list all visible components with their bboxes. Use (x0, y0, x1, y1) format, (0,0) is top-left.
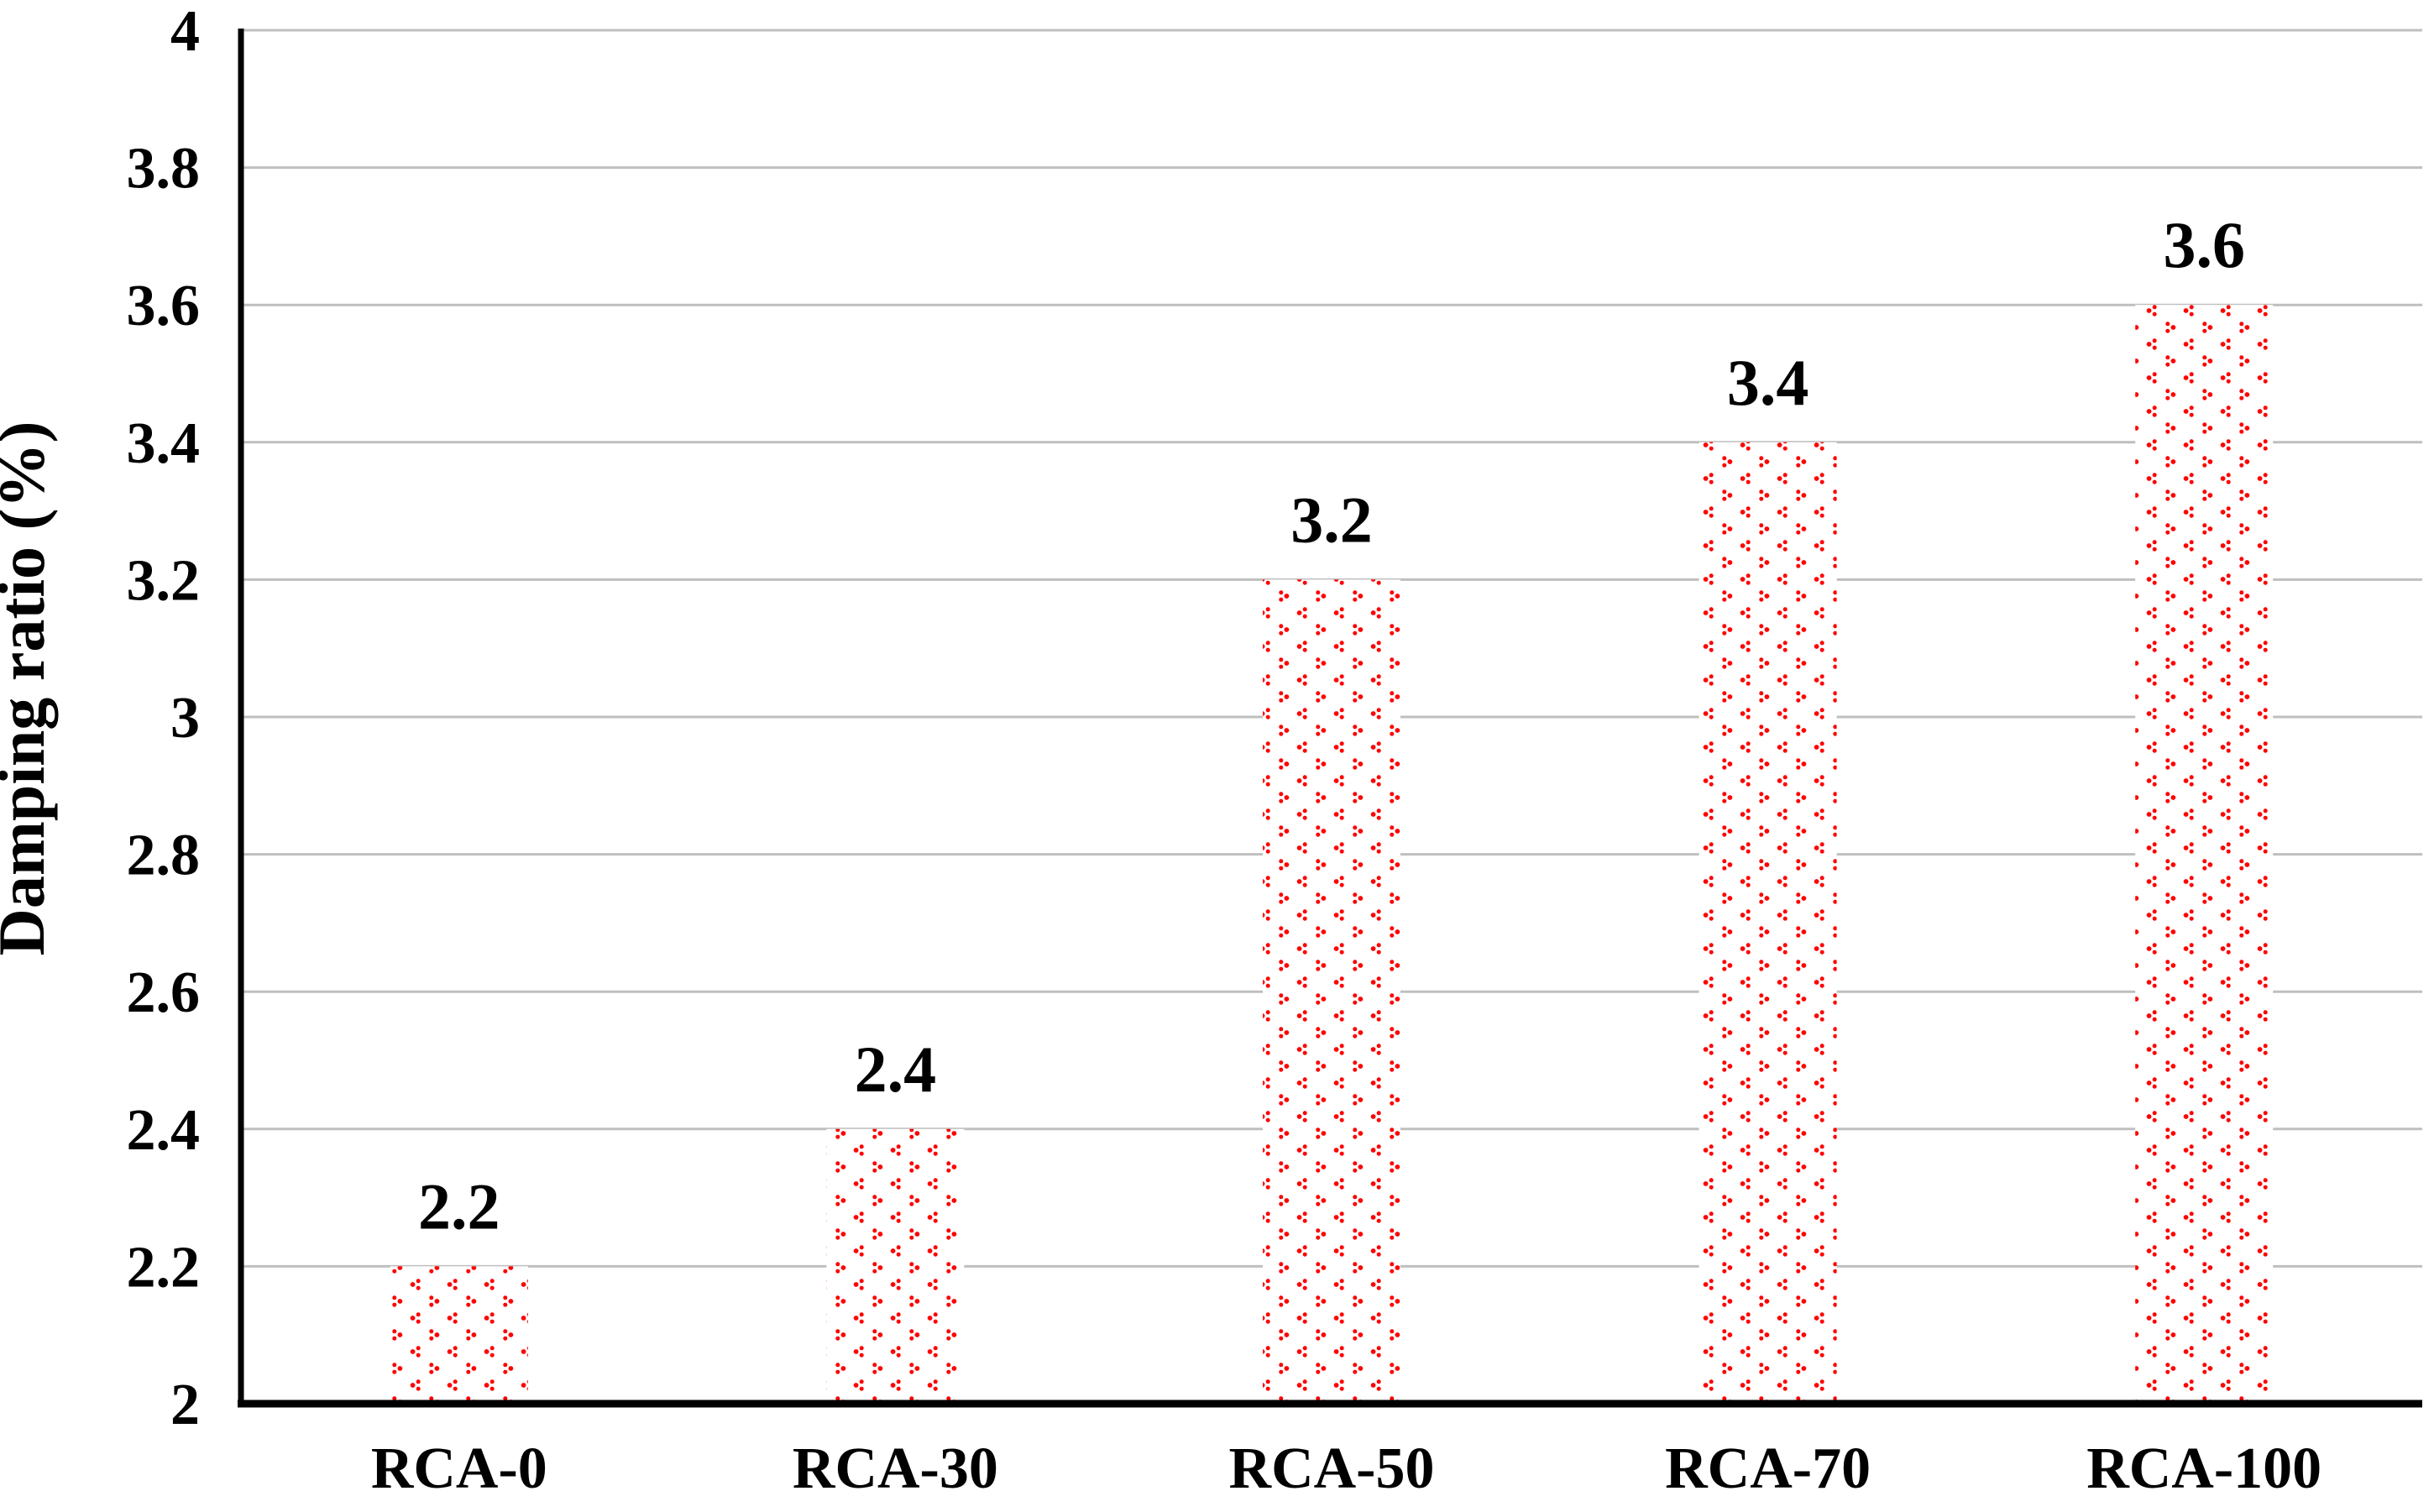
bars (390, 305, 2274, 1405)
bar-data-labels: 2.2 2.4 3.2 3.4 3.6 (418, 208, 2245, 1243)
bar-rca-50 (1263, 579, 1400, 1404)
bar-value-label: 3.6 (2163, 208, 2245, 281)
y-tick-label: 3.8 (127, 137, 201, 201)
bar-rca-100 (2135, 305, 2274, 1405)
x-category-label: RCA-100 (2086, 1436, 2321, 1501)
x-category-label: RCA-0 (371, 1436, 547, 1501)
y-tick-label: 2.4 (127, 1098, 201, 1163)
y-axis-tick-labels: 2 2.2 2.4 2.6 2.8 3 3.2 3.4 3.6 3.8 4 (127, 0, 201, 1437)
bar-value-label: 3.4 (1727, 346, 1809, 419)
bar-value-label: 3.2 (1290, 483, 1373, 556)
x-category-label: RCA-50 (1229, 1436, 1435, 1501)
x-axis-category-labels: RCA-0 RCA-30 RCA-50 RCA-70 RCA-100 (371, 1436, 2321, 1501)
y-tick-label: 2.2 (127, 1235, 201, 1300)
x-category-label: RCA-30 (793, 1436, 998, 1501)
bar-value-label: 2.2 (418, 1169, 500, 1243)
y-tick-label: 3.6 (127, 274, 201, 338)
x-category-label: RCA-70 (1665, 1436, 1871, 1501)
bar-rca-0 (390, 1266, 528, 1404)
y-axis-title: Damping ratio (%) (0, 421, 58, 956)
y-tick-label: 3.4 (127, 411, 201, 476)
y-tick-label: 2 (170, 1373, 200, 1437)
y-tick-label: 2.6 (127, 960, 201, 1025)
y-tick-label: 4 (170, 0, 200, 64)
bar-rca-30 (826, 1128, 965, 1404)
bar-value-label: 2.4 (855, 1033, 937, 1106)
bar-rca-70 (1699, 442, 1837, 1404)
y-tick-label: 3.2 (127, 548, 201, 613)
y-tick-label: 3 (170, 686, 200, 751)
y-tick-label: 2.8 (127, 824, 201, 888)
